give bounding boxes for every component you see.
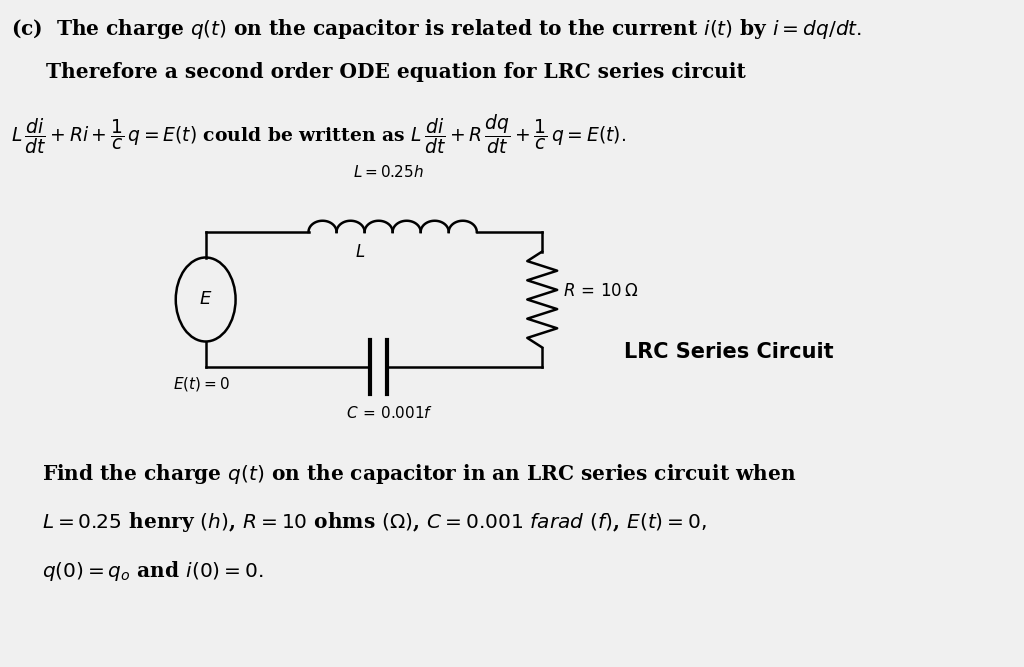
Text: $R \, = \, 10 \, \Omega$: $R \, = \, 10 \, \Omega$ <box>563 283 638 300</box>
Text: (c)  The charge $q(t)$ on the capacitor is related to the current $i(t)$ by $i =: (c) The charge $q(t)$ on the capacitor i… <box>11 17 862 41</box>
Text: $q(0) = q_o$ and $i(0) = 0.$: $q(0) = q_o$ and $i(0) = 0.$ <box>42 559 263 583</box>
Text: $L = 0.25h$: $L = 0.25h$ <box>352 164 424 180</box>
Text: $L = 0.25$ henry $(h)$, $R = 10$ ohms $(\Omega)$, $C = 0.001$ $farad$ $(f)$, $E(: $L = 0.25$ henry $(h)$, $R = 10$ ohms $(… <box>42 510 707 534</box>
Text: LRC Series Circuit: LRC Series Circuit <box>625 342 834 362</box>
Text: $E$: $E$ <box>199 291 212 309</box>
Text: $C \, = \, 0.001f$: $C \, = \, 0.001f$ <box>346 405 433 421</box>
Text: $E(t) = 0$: $E(t) = 0$ <box>173 375 229 393</box>
Text: Therefore a second order ODE equation for LRC series circuit: Therefore a second order ODE equation fo… <box>11 62 745 82</box>
Text: $L\,\dfrac{di}{dt} + Ri + \dfrac{1}{c}\,q = E(t)$ could be written as $L\,\dfrac: $L\,\dfrac{di}{dt} + Ri + \dfrac{1}{c}\,… <box>11 112 626 156</box>
Text: $L$: $L$ <box>354 244 365 261</box>
Text: Find the charge $q(t)$ on the capacitor in an LRC series circuit when: Find the charge $q(t)$ on the capacitor … <box>42 462 797 486</box>
